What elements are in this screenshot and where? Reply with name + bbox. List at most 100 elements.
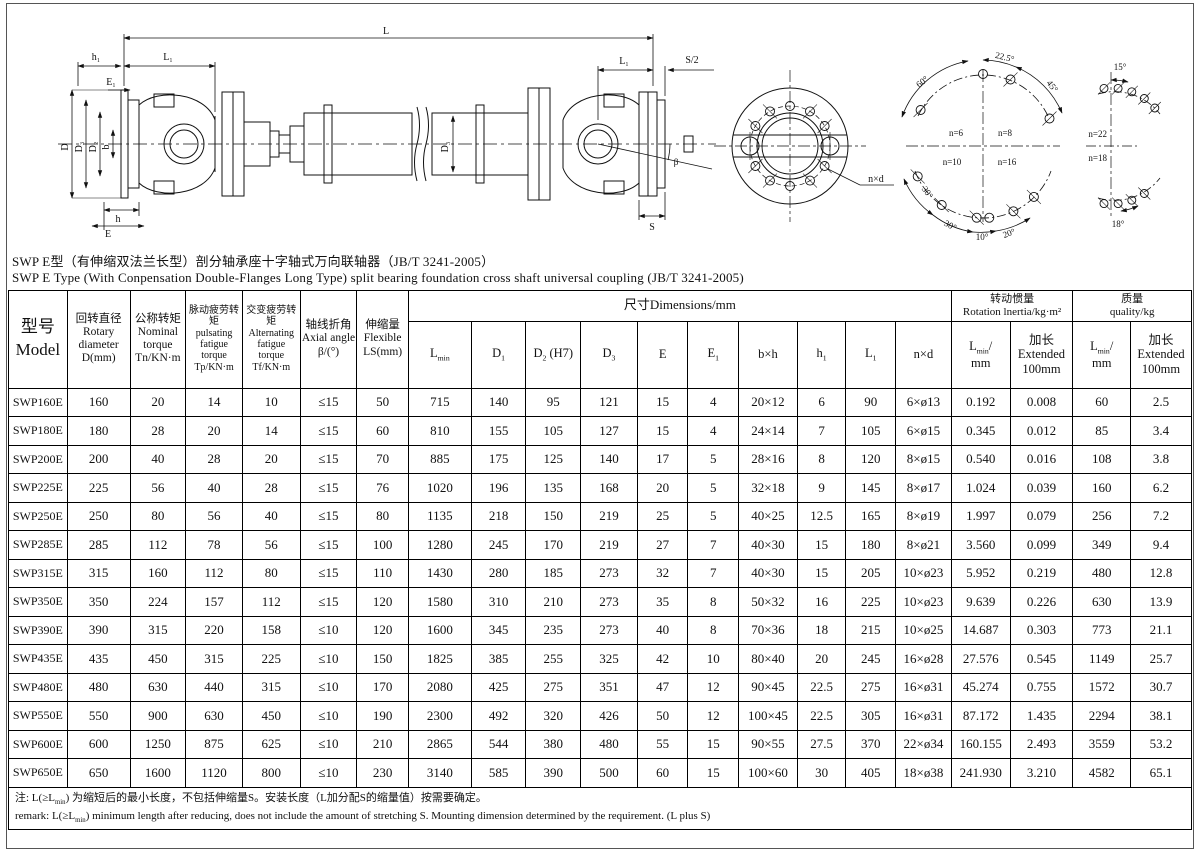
value-cell: 3559 (1072, 729, 1132, 759)
value-cell: 5 (687, 501, 740, 531)
value-cell: 25.7 (1130, 644, 1192, 674)
value-cell: 112 (129, 530, 187, 560)
dim-label-h1: h₁ (92, 52, 101, 63)
value-cell: 14 (185, 387, 243, 417)
value-cell: 3.560 (950, 530, 1011, 560)
dim-label-h: h (116, 214, 121, 225)
value-cell: 2.5 (1130, 387, 1192, 417)
title-en: SWP E Type (With Conpensation Double-Fla… (12, 270, 744, 286)
dim-label-S2: S/2 (685, 55, 698, 66)
value-cell: 405 (845, 758, 897, 788)
col-header-d2: D2 (H7) (525, 320, 582, 389)
flange-end-view (714, 70, 894, 222)
angle-18-label: 18° (1112, 219, 1125, 229)
value-cell: 0.012 (1009, 416, 1074, 446)
value-cell: 16×ø28 (895, 644, 952, 674)
value-cell: 90 (845, 387, 897, 417)
value-cell: 121 (580, 387, 638, 417)
model-cell: SWP600E (8, 729, 68, 759)
model-cell: SWP200E (8, 444, 68, 474)
value-cell: 220 (185, 615, 243, 645)
angle-20-label: 20° (1001, 226, 1017, 240)
table-row: SWP350E 350 224 157 112 ≤15 120 1580 310 210 273 35… (8, 587, 1192, 617)
value-cell: 8 (687, 587, 740, 617)
value-cell: 65.1 (1130, 758, 1192, 788)
value-cell: 5 (687, 444, 740, 474)
model-cell: SWP250E (8, 501, 68, 531)
value-cell: 1825 (407, 644, 472, 674)
value-cell: 27 (636, 530, 689, 560)
value-cell: 480 (66, 672, 131, 702)
model-cell: SWP435E (8, 644, 68, 674)
value-cell: 2294 (1072, 701, 1132, 731)
value-cell: 18 (796, 615, 847, 645)
value-cell: 5.952 (950, 558, 1011, 588)
dim-label-b: b (101, 145, 112, 150)
value-cell: 40×25 (738, 501, 798, 531)
dim-label-D2: D₂ (88, 142, 99, 153)
n10-label: n=10 (943, 157, 962, 167)
value-cell: 715 (407, 387, 472, 417)
value-cell: 12.5 (796, 501, 847, 531)
dim-label-E1: E₁ (106, 77, 116, 88)
value-cell: ≤15 (299, 444, 358, 474)
header-sub-row: Lmin D1 D2 (H7) D3 E E1 b×h h1 L1 n×d Lm… (9, 320, 1192, 389)
value-cell: 480 (580, 729, 638, 759)
dim-label-D3: D₃ (74, 142, 85, 153)
value-cell: 4582 (1072, 758, 1132, 788)
value-cell: 80 (356, 501, 409, 531)
value-cell: 28×16 (738, 444, 798, 474)
value-cell: 25 (636, 501, 689, 531)
value-cell: 60 (636, 758, 689, 788)
value-cell: 120 (356, 587, 409, 617)
value-cell: 3.8 (1130, 444, 1192, 474)
value-cell: 27.576 (950, 644, 1011, 674)
value-cell: 6×ø15 (895, 416, 952, 446)
page-frame: L h₁ L₁ E₁ D D₃ D₂ b h E D₃ L₁ S/2 S β (6, 3, 1194, 849)
value-cell: 349 (1072, 530, 1132, 560)
col-header-nominal-torque: 公称转矩 Nominal torque Tn/KN·m (129, 289, 187, 389)
value-cell: 22×ø34 (895, 729, 952, 759)
value-cell: 112 (241, 587, 301, 617)
value-cell: 450 (241, 701, 301, 731)
value-cell: 0.192 (950, 387, 1011, 417)
value-cell: 440 (185, 672, 243, 702)
value-cell: 158 (241, 615, 301, 645)
value-cell: 60 (356, 416, 409, 446)
value-cell: 56 (185, 501, 243, 531)
value-cell: ≤10 (299, 644, 358, 674)
value-cell: 224 (129, 587, 187, 617)
value-cell: 1135 (407, 501, 472, 531)
value-cell: ≤15 (299, 387, 358, 417)
value-cell: 351 (580, 672, 638, 702)
model-cell: SWP285E (8, 530, 68, 560)
value-cell: 160.155 (950, 729, 1011, 759)
bolt-angle-diagram-2 (1086, 72, 1161, 218)
value-cell: 40 (636, 615, 689, 645)
value-cell: 13.9 (1130, 587, 1192, 617)
title-cn: SWP E型（有伸缩双法兰长型）剖分轴承座十字轴式万向联轴器（JB/T 3241… (12, 254, 495, 269)
value-cell: 1280 (407, 530, 472, 560)
dim-label-L1: L₁ (163, 52, 173, 63)
value-cell: 625 (241, 729, 301, 759)
value-cell: 205 (845, 558, 897, 588)
value-cell: 273 (580, 587, 638, 617)
value-cell: 350 (66, 587, 131, 617)
model-cell: SWP550E (8, 701, 68, 731)
value-cell: 425 (470, 672, 527, 702)
value-cell: 0.099 (1009, 530, 1074, 560)
nxd-label: n×d (868, 174, 884, 185)
table-row: SWP480E 480 630 440 315 ≤10 170 2080 425 275 351 47… (8, 672, 1192, 702)
value-cell: 2865 (407, 729, 472, 759)
value-cell: 390 (66, 615, 131, 645)
value-cell: ≤15 (299, 587, 358, 617)
value-cell: 544 (470, 729, 527, 759)
table-row: SWP550E 550 900 630 450 ≤10 190 2300 492 320 426 50… (8, 701, 1192, 731)
value-cell: 0.016 (1009, 444, 1074, 474)
value-cell: 80 (129, 501, 187, 531)
n16-label: n=16 (998, 157, 1017, 167)
value-cell: 450 (129, 644, 187, 674)
value-cell: 320 (525, 701, 582, 731)
value-cell: 435 (66, 644, 131, 674)
